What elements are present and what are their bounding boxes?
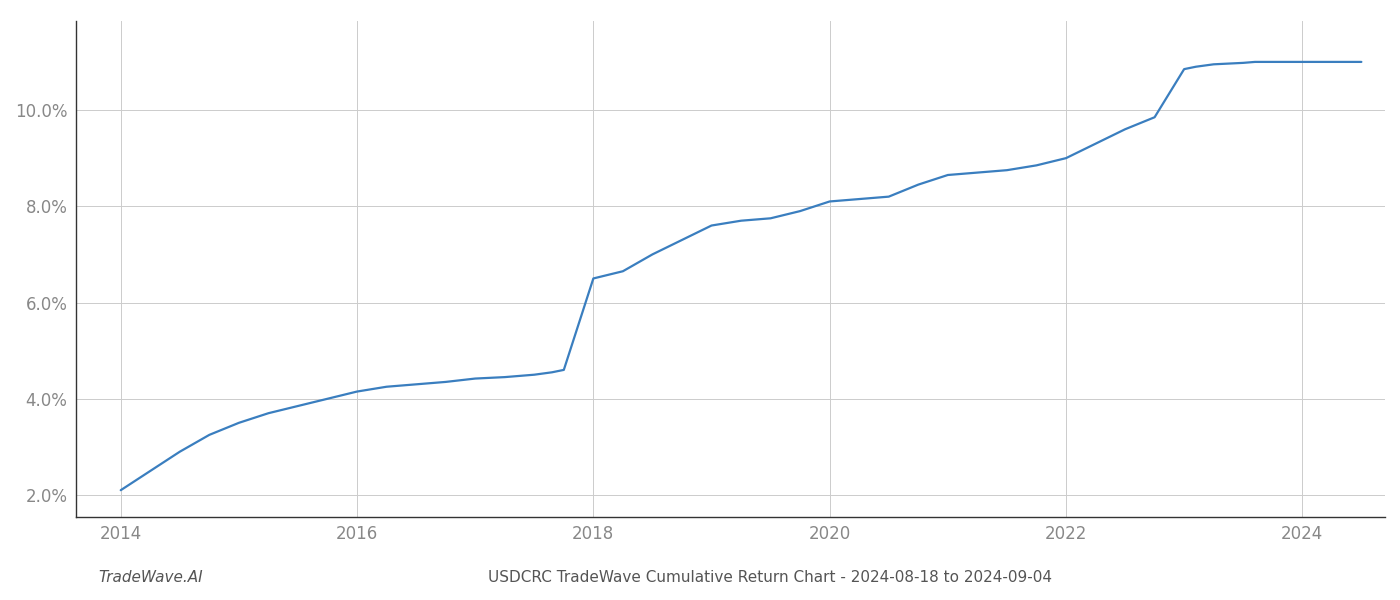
Text: USDCRC TradeWave Cumulative Return Chart - 2024-08-18 to 2024-09-04: USDCRC TradeWave Cumulative Return Chart… (489, 570, 1051, 585)
Text: TradeWave.AI: TradeWave.AI (98, 570, 203, 585)
